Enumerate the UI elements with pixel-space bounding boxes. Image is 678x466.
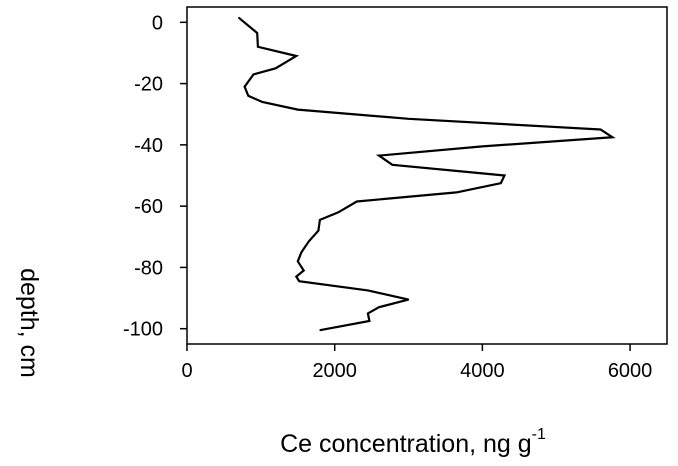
series-line <box>237 16 616 332</box>
data-point <box>378 306 380 308</box>
data-point <box>247 95 249 97</box>
series-layer <box>237 16 616 332</box>
data-point <box>319 219 321 221</box>
data-point <box>295 276 297 278</box>
x-axis-ticks: 0 2000 4000 6000 <box>181 344 652 382</box>
data-point <box>407 299 410 301</box>
data-point <box>599 128 602 131</box>
y-tick-label: -60 <box>134 196 163 218</box>
data-point <box>407 118 410 120</box>
x-tick-label: 4000 <box>460 360 505 382</box>
data-point <box>261 101 263 103</box>
data-point <box>378 155 380 157</box>
y-tick-label: -20 <box>134 74 163 96</box>
data-point <box>368 320 370 322</box>
y-tick-label: -80 <box>134 257 163 279</box>
data-point <box>356 200 358 203</box>
data-point <box>319 329 321 331</box>
data-point <box>303 269 305 272</box>
y-tick-label: 0 <box>152 12 163 34</box>
data-point <box>337 211 339 213</box>
plot-frame <box>186 6 668 345</box>
data-point <box>503 174 506 177</box>
data-point <box>244 86 246 88</box>
data-point <box>297 109 299 111</box>
data-point <box>367 312 369 314</box>
x-tick-label: 6000 <box>608 360 653 382</box>
data-point <box>275 67 277 69</box>
data-point <box>257 46 259 48</box>
data-point <box>298 280 300 282</box>
data-point <box>455 191 458 193</box>
y-tick-label: -40 <box>134 135 163 157</box>
data-point <box>611 136 614 138</box>
data-point <box>297 260 299 262</box>
data-point <box>256 32 258 34</box>
x-tick-label: 0 <box>181 360 192 382</box>
data-point <box>391 164 393 166</box>
data-point <box>252 73 255 75</box>
data-point <box>500 182 502 184</box>
data-point <box>308 240 310 242</box>
x-axis-title: Ce concentration, ng g-1 <box>280 426 546 458</box>
data-point <box>481 145 483 147</box>
data-point <box>317 230 319 232</box>
x-tick-label: 2000 <box>312 360 357 382</box>
y-axis-ticks: 0 -20 -40 -60 -80 -100 <box>123 12 187 341</box>
y-tick-label: -100 <box>123 319 163 341</box>
y-axis-title: depth, cm <box>15 268 43 378</box>
data-point <box>238 17 240 19</box>
data-point <box>300 251 303 253</box>
data-point <box>295 55 297 57</box>
data-point <box>367 289 369 291</box>
